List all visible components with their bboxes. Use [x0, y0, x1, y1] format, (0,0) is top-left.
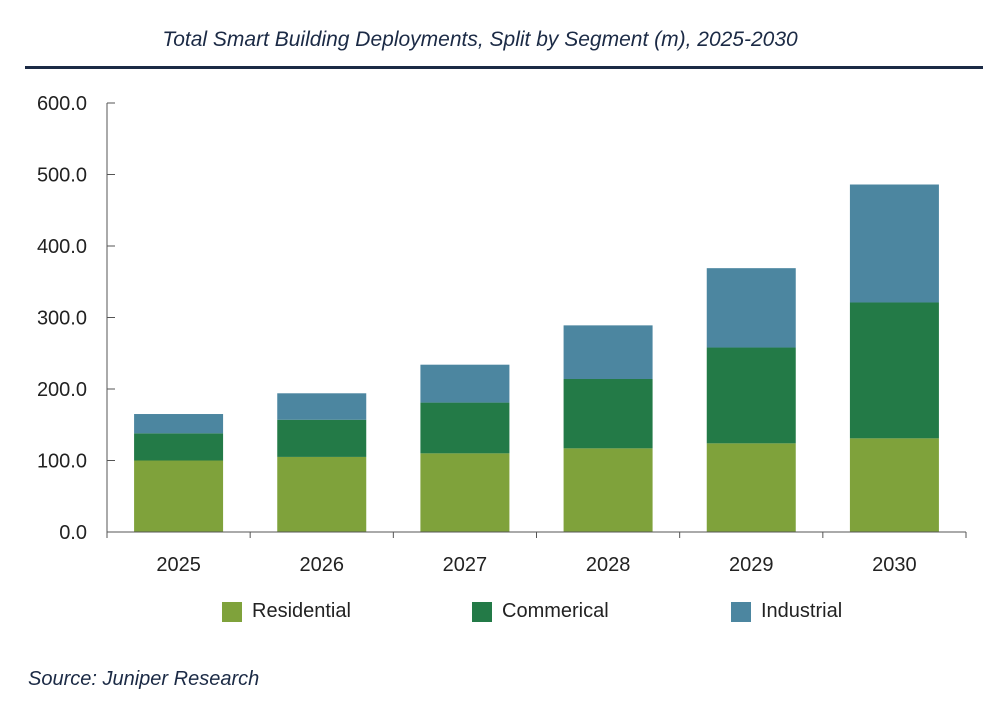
bar-industrial-2029 [706, 268, 796, 348]
chart-title: Total Smart Building Deployments, Split … [162, 28, 798, 51]
legend: Residential Commerical Industrial [0, 600, 1000, 628]
stacked-bar-chart: 2025 2026 2027 2028 2029 2030 0.0 100.0 200.0 300… [37, 93, 967, 576]
bar-residential-2030 [849, 438, 939, 532]
bar-industrial-2030 [849, 184, 939, 303]
y-tick-label: 500.0 [37, 165, 87, 187]
bar-commerical-2030 [849, 302, 939, 439]
legend-label-commercial: Commerical [502, 600, 609, 622]
legend-swatch-residential [222, 601, 242, 622]
bar-residential-2027 [420, 453, 510, 532]
x-tick-label: 2029 [729, 554, 774, 576]
bar-residential-2026 [277, 456, 367, 532]
bar-industrial-2028 [563, 325, 653, 379]
legend-swatch-industrial [731, 601, 751, 622]
bar-industrial-2025 [134, 414, 224, 434]
y-tick-label: 600.0 [37, 93, 87, 115]
y-tick-label: 200.0 [37, 379, 87, 401]
x-tick-label: 2027 [443, 554, 488, 576]
bar-commerical-2028 [563, 378, 653, 449]
x-tick-label: 2028 [586, 554, 631, 576]
source-note: Source: Juniper Research [28, 668, 260, 690]
bar-commerical-2029 [706, 347, 796, 444]
title-divider [25, 66, 983, 69]
y-tick-label: 400.0 [37, 236, 87, 258]
legend-label-residential: Residential [252, 600, 351, 622]
bar-commerical-2025 [134, 433, 224, 461]
legend-item-commercial: Commerical [472, 600, 609, 623]
bar-residential-2029 [706, 443, 796, 532]
y-tick-label: 300.0 [37, 308, 87, 330]
x-tick-label: 2025 [156, 554, 201, 576]
bar-residential-2025 [134, 460, 224, 532]
bar-residential-2028 [563, 448, 653, 532]
legend-swatch-commercial [472, 601, 492, 622]
legend-item-industrial: Industrial [731, 600, 842, 623]
x-tick-label: 2030 [872, 554, 917, 576]
y-tick-label: 0.0 [59, 522, 87, 544]
y-tick-label: 100.0 [37, 451, 87, 473]
bar-commerical-2027 [420, 402, 510, 454]
bar-industrial-2027 [420, 364, 510, 403]
legend-label-industrial: Industrial [761, 600, 843, 622]
bar-commerical-2026 [277, 419, 367, 457]
x-tick-label: 2026 [300, 554, 345, 576]
bar-industrial-2026 [277, 393, 367, 420]
legend-item-residential: Residential [222, 600, 351, 623]
